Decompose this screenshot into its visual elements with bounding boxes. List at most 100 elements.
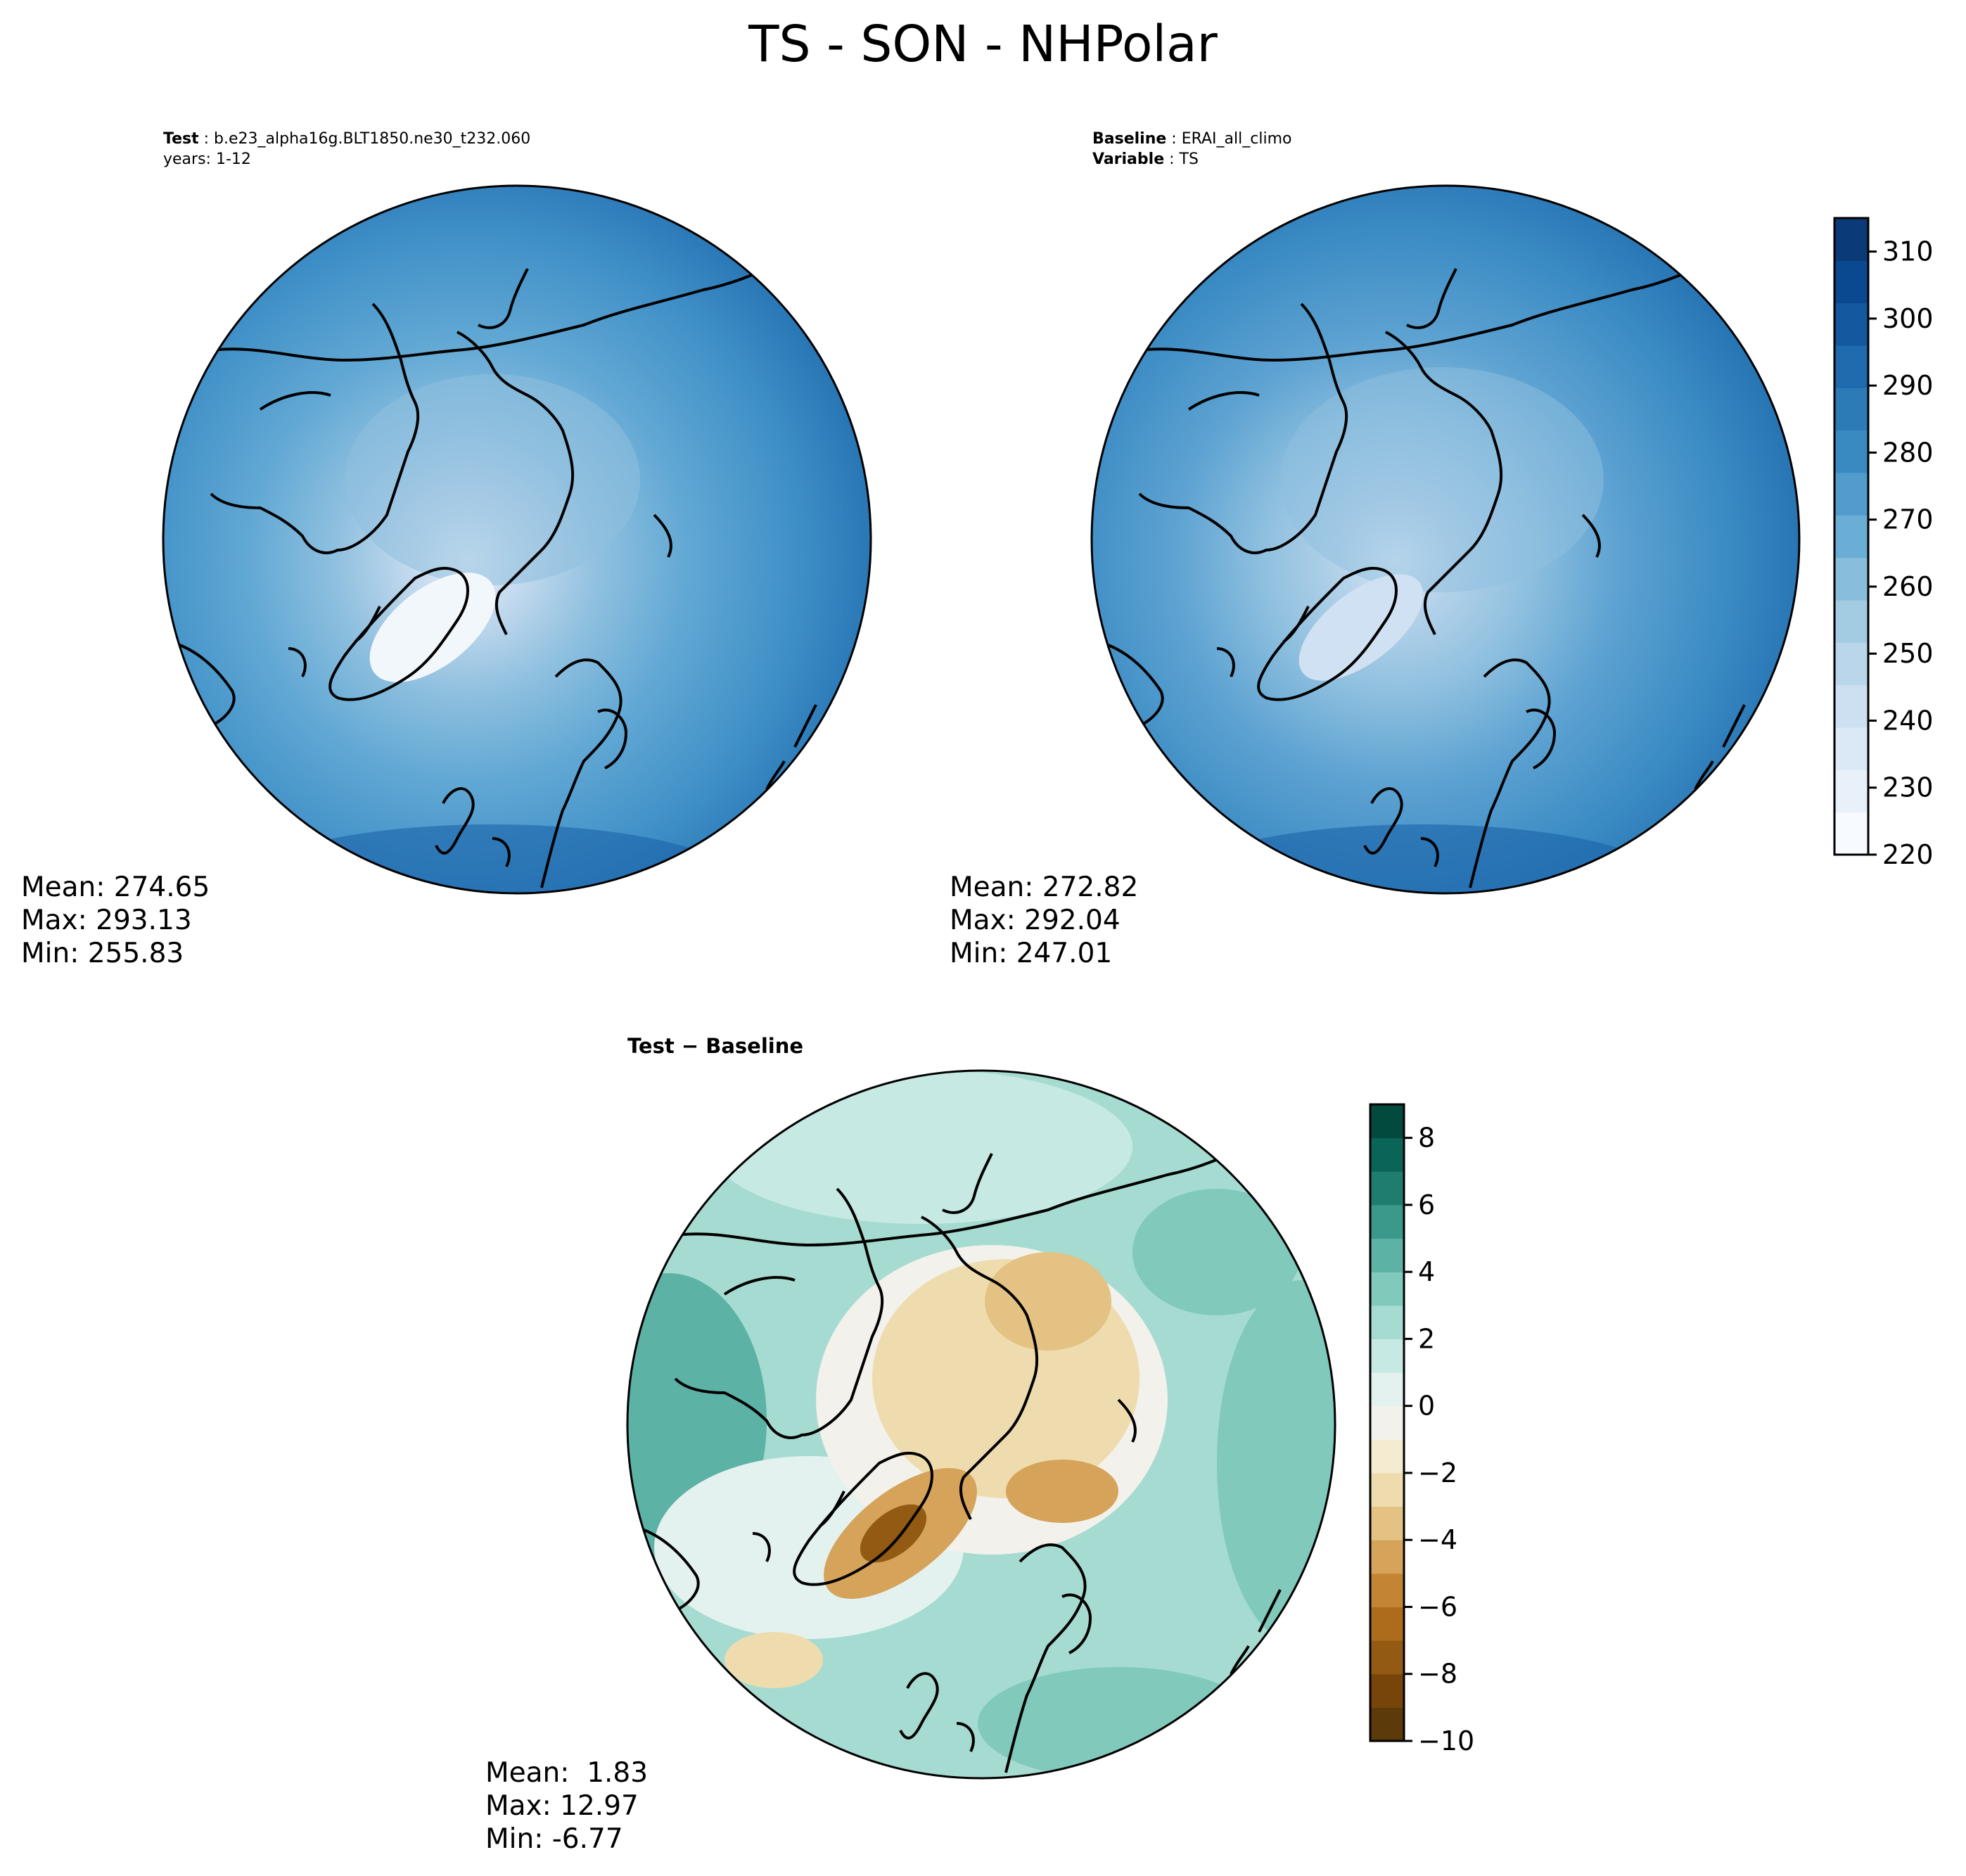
- temperature-colorbar-tick-label: 300: [1882, 303, 1934, 334]
- temperature-colorbar-swatch: [1834, 302, 1868, 346]
- diff-tan-southwest: [725, 1632, 823, 1688]
- baseline-min: Min: 247.01: [950, 938, 1113, 969]
- diff-coastlines: [632, 1145, 1282, 1773]
- temperature-colorbar-swatch: [1834, 430, 1868, 473]
- difference-colorbar-tick-label: −4: [1418, 1524, 1457, 1555]
- difference-colorbar-swatch: [1370, 1573, 1404, 1607]
- variable-name: TS: [1179, 151, 1199, 168]
- difference-colorbar-swatch: [1370, 1104, 1404, 1139]
- temperature-colorbar-swatch: [1834, 218, 1868, 261]
- test-header-key: Test: [163, 130, 199, 148]
- temperature-colorbar-swatch: [1834, 345, 1868, 388]
- diff-map: [626, 1069, 1336, 1780]
- difference-colorbar-swatch: [1370, 1339, 1404, 1373]
- difference-colorbar-swatch: [1370, 1439, 1404, 1474]
- test-years: years: 1-12: [163, 151, 251, 168]
- baseline-map: [1090, 184, 1801, 895]
- temperature-colorbar-swatch: [1834, 600, 1868, 643]
- temperature-colorbar-tick-label: 250: [1882, 638, 1934, 669]
- difference-colorbar: −10 −8 −6 −4 −2 0 2 4 6 8: [1369, 1103, 1474, 1756]
- baseline-header: Baseline : ERAI_all_climo Variable : TS: [1092, 130, 1292, 168]
- test-header: Test : b.e23_alpha16g.BLT1850.ne30_t232.…: [163, 130, 531, 168]
- variable-header-key: Variable: [1092, 151, 1165, 168]
- difference-colorbar-swatch: [1370, 1540, 1404, 1574]
- temperature-colorbar-swatch: [1834, 557, 1868, 601]
- temperature-colorbar-tick-label: 280: [1882, 437, 1934, 468]
- difference-colorbar-swatch: [1370, 1171, 1404, 1206]
- difference-colorbar-tick-label: 8: [1418, 1123, 1435, 1154]
- temperature-colorbar-tick-label: 290: [1882, 370, 1934, 401]
- baseline-arctic-ocean-band: [1280, 367, 1604, 592]
- difference-colorbar-swatch: [1370, 1673, 1404, 1708]
- difference-colorbar-tick-label: −10: [1418, 1725, 1474, 1756]
- temperature-colorbar-swatch: [1834, 473, 1868, 516]
- difference-colorbar-swatch: [1370, 1506, 1404, 1540]
- diff-min: Min: -6.77: [485, 1823, 623, 1855]
- test-min: Min: 255.83: [21, 938, 184, 969]
- difference-colorbar-swatch: [1370, 1640, 1404, 1675]
- temperature-colorbar: 220 230 240 250 260 270 280 290 300 310: [1833, 217, 1934, 870]
- difference-colorbar-tick-label: 6: [1418, 1189, 1435, 1220]
- baseline-header-key: Baseline: [1092, 130, 1167, 148]
- temperature-colorbar-swatch: [1834, 260, 1868, 304]
- difference-colorbar-swatch: [1370, 1305, 1404, 1339]
- baseline-mean: Mean: 272.82: [950, 872, 1139, 903]
- baseline-greenland-cold-core: [1298, 574, 1424, 681]
- test-mean: Mean: 274.65: [21, 872, 210, 903]
- baseline-max: Max: 292.04: [950, 905, 1121, 936]
- difference-colorbar-swatch: [1370, 1405, 1404, 1440]
- temperature-colorbar-swatch: [1834, 770, 1868, 813]
- temperature-colorbar-tick-label: 230: [1882, 772, 1934, 803]
- test-case-name: b.e23_alpha16g.BLT1850.ne30_t232.060: [214, 130, 531, 148]
- diff-teal-east: [1217, 1280, 1335, 1646]
- difference-colorbar-tick-label: −8: [1418, 1659, 1457, 1690]
- difference-colorbar-swatch: [1370, 1707, 1404, 1742]
- baseline-warm-band-south: [1168, 824, 1674, 893]
- temperature-colorbar-tick-label: 240: [1882, 705, 1934, 736]
- test-map-boundary: [162, 184, 872, 895]
- diff-mean: Mean: 1.83: [485, 1757, 649, 1789]
- test-stats: Mean: 274.65 Max: 293.13 Min: 255.83: [21, 871, 210, 970]
- difference-colorbar-swatch: [1370, 1204, 1404, 1239]
- temperature-colorbar-tick-label: 270: [1882, 504, 1934, 535]
- baseline-stats: Mean: 272.82 Max: 292.04 Min: 247.01: [950, 871, 1138, 970]
- diff-stats: Mean: 1.83 Max: 12.97 Min: -6.77: [485, 1756, 648, 1856]
- test-coastlines: [168, 260, 817, 888]
- difference-colorbar-tick-label: 2: [1418, 1323, 1435, 1354]
- temperature-colorbar-tick-label: 310: [1882, 236, 1934, 267]
- diff-map-boundary: [626, 1069, 1336, 1780]
- diff-max: Max: 12.97: [485, 1790, 639, 1822]
- difference-colorbar-swatch: [1370, 1238, 1404, 1272]
- temperature-colorbar-tick-label: 260: [1882, 571, 1934, 602]
- diff-tan-siberia: [985, 1252, 1111, 1351]
- baseline-coastlines: [1097, 260, 1746, 888]
- difference-colorbar-frame: [1369, 1103, 1405, 1742]
- difference-colorbar-swatch: [1370, 1472, 1404, 1507]
- difference-colorbar-swatch: [1370, 1372, 1404, 1407]
- baseline-map-boundary: [1090, 184, 1801, 895]
- diff-brown-greenland: [860, 1504, 927, 1563]
- temperature-colorbar-swatch: [1834, 812, 1868, 855]
- difference-colorbar-tick-label: 4: [1418, 1256, 1435, 1287]
- test-map: [162, 184, 872, 895]
- test-warm-band-south: [239, 824, 746, 893]
- temperature-colorbar-frame: [1833, 217, 1870, 856]
- diff-tan-europe: [1006, 1460, 1118, 1523]
- temperature-colorbar-swatch: [1834, 515, 1868, 559]
- diff-subtitle: Test − Baseline: [627, 1034, 804, 1058]
- temperature-colorbar-swatch: [1834, 642, 1868, 686]
- temperature-colorbar-swatch: [1834, 684, 1868, 728]
- difference-colorbar-tick-label: −2: [1418, 1457, 1457, 1488]
- difference-colorbar-tick-label: 0: [1418, 1391, 1435, 1422]
- test-max: Max: 293.13: [21, 905, 192, 936]
- temperature-colorbar-swatch: [1834, 388, 1868, 431]
- difference-colorbar-swatch: [1370, 1607, 1404, 1641]
- difference-colorbar-swatch: [1370, 1272, 1404, 1306]
- diff-teal-northeast: [1132, 1189, 1301, 1315]
- test-arctic-ocean-band: [345, 374, 640, 585]
- test-greenland-cold-core: [369, 573, 496, 682]
- temperature-colorbar-tick-label: 220: [1882, 839, 1934, 870]
- temperature-colorbar-swatch: [1834, 727, 1868, 770]
- figure-title: TS - SON - NHPolar: [748, 15, 1218, 73]
- difference-colorbar-swatch: [1370, 1137, 1404, 1172]
